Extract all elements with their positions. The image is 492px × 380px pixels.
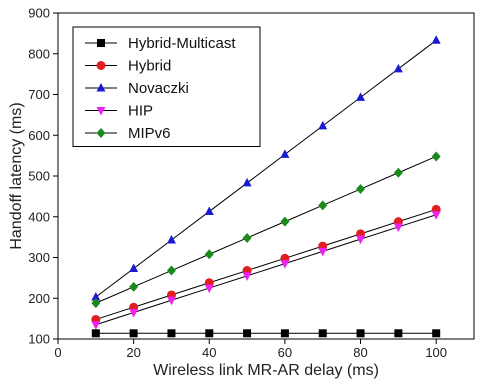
data-point	[129, 281, 139, 292]
legend-item: Hybrid	[85, 58, 171, 75]
series-line	[95, 214, 437, 326]
data-point	[242, 272, 252, 281]
series-hip	[91, 211, 441, 330]
x-tick-label: 100	[425, 345, 447, 360]
data-point	[318, 120, 328, 130]
data-point	[280, 329, 289, 338]
data-point	[318, 200, 328, 211]
y-tick-label: 100	[28, 332, 50, 347]
y-tick-label: 600	[28, 128, 50, 143]
legend-marker	[96, 83, 106, 92]
series-line	[95, 208, 437, 320]
series-line	[95, 155, 437, 304]
data-point	[166, 234, 176, 244]
legend-label: Hybrid	[128, 58, 171, 75]
legend-label: Novaczki	[128, 80, 189, 97]
data-point	[204, 249, 214, 260]
data-point	[280, 216, 290, 227]
data-point	[356, 235, 366, 245]
y-tick-label: 500	[28, 169, 50, 184]
data-point	[356, 329, 365, 338]
data-point	[318, 247, 328, 257]
data-point	[166, 265, 176, 276]
series-mipv6	[91, 151, 441, 309]
x-tick-label: 0	[54, 345, 61, 360]
data-point	[129, 329, 138, 338]
data-point	[204, 206, 214, 215]
series-hybrid	[91, 204, 441, 324]
legend-item: HIP	[85, 103, 153, 120]
legend-label: Hybrid-Multicast	[128, 35, 236, 52]
data-point	[432, 329, 441, 338]
data-point	[205, 329, 214, 338]
y-tick-label: 200	[28, 291, 50, 306]
data-point	[91, 298, 101, 309]
data-point	[394, 329, 403, 338]
legend-label: HIP	[128, 103, 153, 120]
x-tick-label: 60	[278, 345, 292, 360]
data-point	[393, 223, 403, 232]
x-tick-label: 40	[202, 345, 216, 360]
y-tick-label: 900	[28, 6, 50, 21]
legend: Hybrid-Multicast Hybrid Novaczki HIP MIPv6	[72, 26, 261, 147]
data-point	[242, 177, 252, 187]
legend-item: Novaczki	[85, 80, 189, 97]
series-layer	[91, 35, 441, 338]
legend-marker	[96, 128, 106, 138]
data-point	[91, 292, 101, 301]
data-point	[318, 329, 327, 338]
data-point	[242, 232, 252, 243]
data-point	[393, 63, 403, 73]
data-point	[356, 92, 366, 101]
x-tick-label: 80	[353, 345, 367, 360]
data-point	[280, 149, 290, 158]
legend-marker	[97, 39, 105, 47]
series-hybrid-multicast	[91, 329, 441, 338]
x-axis: 0 20 40 60 80 100	[54, 339, 447, 360]
data-point	[431, 151, 441, 162]
legend-marker	[96, 61, 106, 70]
series-line	[95, 39, 437, 298]
data-point	[91, 329, 100, 338]
data-point	[243, 329, 252, 338]
data-point	[393, 167, 403, 178]
data-point	[431, 35, 441, 44]
y-axis-title: Handoff latency (ms)	[8, 102, 25, 249]
data-point	[129, 263, 139, 273]
y-tick-label: 400	[28, 209, 50, 224]
y-tick-label: 300	[28, 250, 50, 265]
legend-item: MIPv6	[85, 125, 171, 142]
data-point	[167, 329, 176, 338]
y-tick-label: 800	[28, 46, 50, 61]
data-point	[204, 284, 214, 294]
data-point	[356, 184, 366, 195]
x-tick-label: 20	[126, 345, 140, 360]
series-novaczki	[91, 35, 441, 301]
legend-label: MIPv6	[128, 125, 171, 142]
y-tick-label: 700	[28, 87, 50, 102]
y-axis: 100 200 300 400 500 600 700 800 900	[28, 6, 58, 347]
data-point	[431, 211, 441, 220]
legend-marker	[96, 107, 106, 116]
data-point	[91, 321, 101, 330]
data-point	[280, 260, 290, 269]
data-point	[129, 309, 139, 318]
legend-item: Hybrid-Multicast	[85, 35, 236, 52]
data-point	[166, 296, 176, 306]
x-axis-title: Wireless link MR-AR delay (ms)	[153, 362, 379, 379]
